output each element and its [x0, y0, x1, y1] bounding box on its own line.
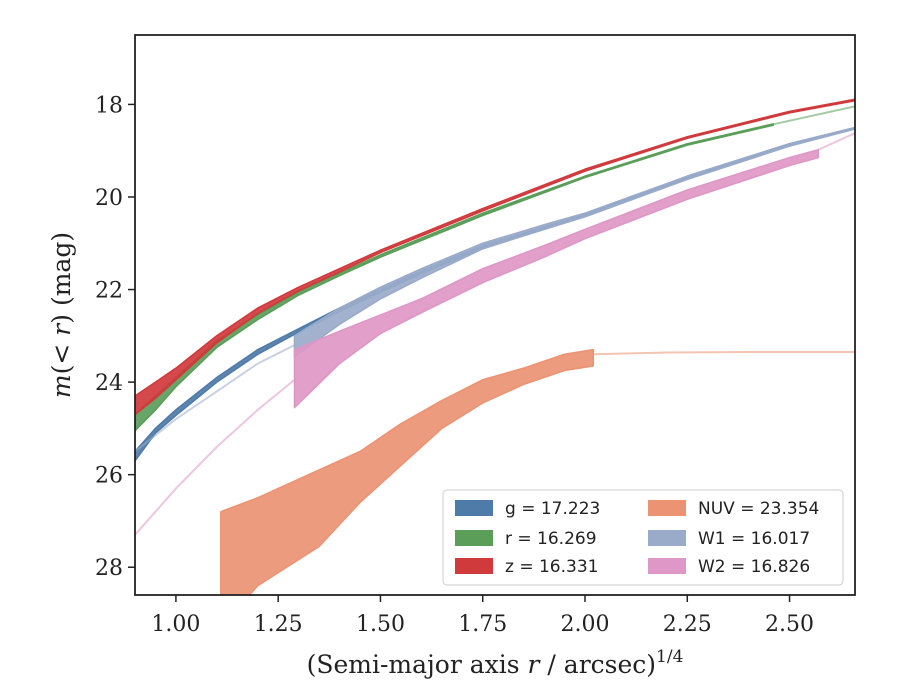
y-tick-label: 28: [95, 556, 123, 581]
y-tick-label: 26: [95, 464, 123, 489]
legend-swatch-W1: [648, 530, 686, 546]
legend-label-W2: W2 = 16.826: [698, 557, 810, 577]
legend-label-r: r = 16.269: [505, 529, 597, 549]
legend-label-W1: W1 = 16.017: [698, 529, 810, 549]
legend-swatch-z: [455, 558, 493, 574]
legend-label-z: z = 16.331: [505, 557, 598, 577]
x-axis-title: (Semi-major axis r / arcsec)1/4: [307, 647, 684, 679]
legend-label-g: g = 17.223: [505, 499, 600, 519]
y-tick-label: 18: [95, 93, 123, 118]
legend-label-NUV: NUV = 23.354: [698, 499, 819, 519]
x-tick-label: 2.50: [765, 612, 814, 637]
y-axis-ticks: 18 20 22 24 26 28: [95, 93, 135, 581]
series-W2-band: [293, 149, 820, 409]
series-W2-extrapolation: [135, 379, 296, 536]
legend-swatch-W2: [648, 558, 686, 574]
series-W1-extrapolation: [135, 344, 295, 453]
legend-swatch-NUV: [648, 500, 686, 516]
legend-frame: [442, 489, 844, 586]
legend-swatch-r: [455, 530, 493, 546]
series-NUV-extrapolation: [593, 351, 855, 356]
series-layer: [135, 98, 855, 595]
y-tick-label: 24: [95, 371, 123, 396]
series-r-band: [135, 123, 775, 432]
series-z-band: [135, 98, 855, 416]
x-tick-label: 2.25: [663, 612, 712, 637]
plot-frame: [134, 34, 856, 596]
series-r-extrapolation: [772, 105, 855, 126]
series-W2-extrapolation: [817, 132, 855, 151]
series-W1-band: [293, 126, 855, 358]
x-tick-label: 1.00: [151, 612, 200, 637]
x-tick-label: 1.75: [458, 612, 507, 637]
series-NUV-band: [220, 348, 595, 595]
x-tick-label: 1.50: [356, 612, 405, 637]
y-tick-label: 20: [95, 186, 123, 211]
y-tick-label: 22: [95, 279, 123, 304]
x-axis-ticks: 1.00 1.25 1.50 1.75 2.00 2.25 2.50: [151, 595, 814, 637]
x-tick-label: 1.25: [254, 612, 303, 637]
y-axis-title: m(< r) (mag): [47, 232, 76, 398]
x-tick-label: 2.00: [561, 612, 610, 637]
legend: g = 17.223 r = 16.269 z = 16.331 NUV = 23.3…: [442, 489, 844, 586]
series-g-band: [135, 126, 855, 462]
legend-swatch-g: [455, 500, 493, 516]
